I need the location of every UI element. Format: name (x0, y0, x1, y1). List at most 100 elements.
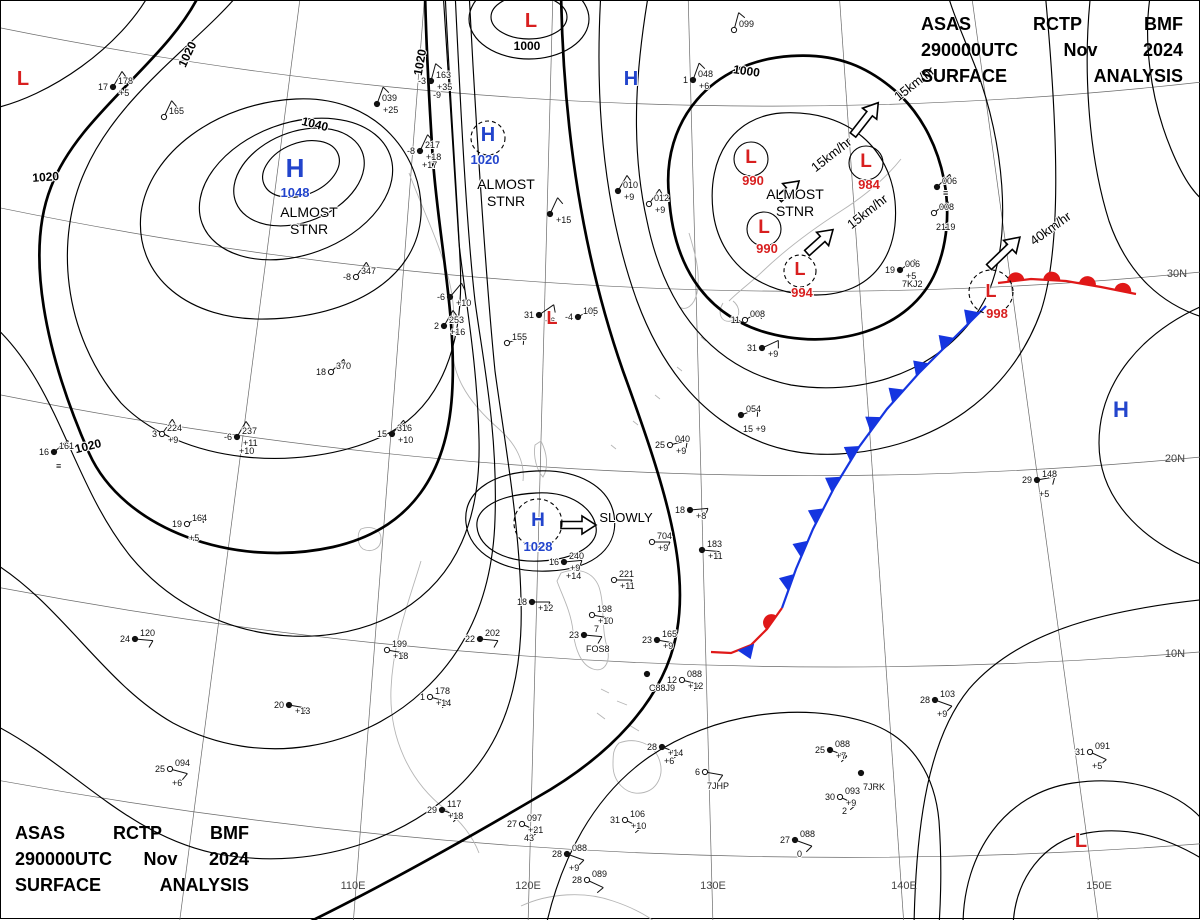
station-dot (51, 449, 56, 454)
station-pressure: 088 (572, 843, 587, 853)
station-plot: 198+107 (589, 604, 613, 634)
station-extra: 0 (797, 849, 802, 859)
station-temp: 27 (507, 819, 517, 829)
station-temp: 19 (172, 519, 182, 529)
station-extra: 43 (524, 833, 534, 843)
station-temp: 28 (920, 695, 930, 705)
station-dot (389, 431, 394, 436)
low-center-symbol: L (1075, 830, 1087, 852)
station-pressure: 091 (1095, 741, 1110, 751)
movement-note: STNR (487, 193, 525, 209)
station-temp: 17 (98, 82, 108, 92)
station-dot (234, 434, 239, 439)
coastline (597, 689, 639, 731)
chart-type-2: ANALYSIS (1094, 63, 1183, 89)
station-pressure: 010 (623, 180, 638, 190)
station-plot: 7JRK (858, 770, 885, 792)
station-plot: 165 (161, 101, 184, 120)
station-temp: 31 (524, 310, 534, 320)
station-temp: -6 (224, 432, 232, 442)
motion-label: 15km/hr (808, 134, 855, 175)
station-tendency: +9 (663, 641, 673, 651)
low-center-symbol: L (17, 68, 29, 90)
station-temp: 18 (316, 367, 326, 377)
center-pressure-value: 984 (858, 177, 880, 192)
station-pressure: 054 (746, 404, 761, 414)
station-dot (1034, 477, 1039, 482)
station-temp: 29 (1022, 475, 1032, 485)
wind-barb-tick (597, 888, 603, 893)
station-temp: 29 (427, 805, 437, 815)
station-dot (837, 794, 842, 799)
station-dot (1087, 749, 1092, 754)
product-code: ASAS (15, 820, 65, 846)
station-pressure: 178 (435, 686, 450, 696)
low-center-symbol: L (758, 217, 770, 238)
station-temp: 28 (572, 875, 582, 885)
station-pressure: 105 (583, 306, 598, 316)
station-pressure: 370 (336, 361, 351, 371)
station-temp: 22 (465, 634, 475, 644)
title-row: 290000UTC Nov 2024 (15, 846, 249, 872)
low-center-symbol: L (745, 147, 757, 168)
title-row: SURFACE ANALYSIS (15, 872, 249, 898)
station-extra: FOS8 (586, 644, 610, 654)
latitude-line (1, 393, 1200, 476)
station-pressure: 199 (392, 639, 407, 649)
center-pressure-value: 994 (791, 285, 813, 300)
station-plot: 18+8 (675, 505, 708, 521)
station-tendency: +25 (383, 105, 398, 115)
motion-label: 40km/hr (1027, 208, 1074, 248)
longitude-label: 140E (891, 880, 917, 892)
station-temp: 30 (825, 792, 835, 802)
station-dot (646, 201, 651, 206)
station-pressure: 237 (242, 426, 257, 436)
title-row: 290000UTC Nov 2024 (921, 37, 1183, 63)
station-tendency: +12 (688, 681, 703, 691)
center-pressure-value: 1028 (524, 539, 553, 554)
station-temp: 18 (675, 505, 685, 515)
analysis-year: 2024 (1143, 37, 1183, 63)
station-dot (439, 807, 444, 812)
wind-barb-tick (598, 637, 602, 644)
station-dot (477, 636, 482, 641)
station-dot (581, 632, 586, 637)
station-temp: 6 (695, 767, 700, 777)
isobar (1099, 303, 1200, 567)
station-extra: +6 (172, 778, 182, 788)
movement-note: ALMOST (766, 186, 824, 202)
station-pressure: 202 (485, 628, 500, 638)
coastline (409, 173, 523, 481)
station-pressure: 040 (675, 434, 690, 444)
station-extra: 7JRK (863, 782, 885, 792)
station-temp: 25 (815, 745, 825, 755)
station-temp: 31 (610, 815, 620, 825)
station-dot (575, 314, 580, 319)
station-pressure: 088 (800, 829, 815, 839)
station-extra: +10 (239, 446, 254, 456)
station-temp: 23 (642, 635, 652, 645)
title-block-bottom: ASAS RCTP BMF 290000UTC Nov 2024 SURFACE… (15, 820, 249, 898)
station-dot (731, 27, 736, 32)
station-dot (615, 188, 620, 193)
center-pressure-value: 990 (756, 241, 778, 256)
isobar-label: 1020 (32, 169, 60, 185)
station-plot: 20+13 (274, 700, 310, 716)
station-pressure: 008 (939, 202, 954, 212)
station-dot (659, 744, 664, 749)
agency-code: BMF (1144, 11, 1183, 37)
station-temp: 1 (683, 75, 688, 85)
station-plot: 039+25 (374, 87, 398, 115)
isobar-label: 1040 (300, 114, 330, 134)
station-tendency: +9 (658, 543, 668, 553)
station-extra: +14 (566, 571, 581, 581)
movement-note: STNR (290, 221, 328, 237)
station-extra: +6 (664, 756, 674, 766)
